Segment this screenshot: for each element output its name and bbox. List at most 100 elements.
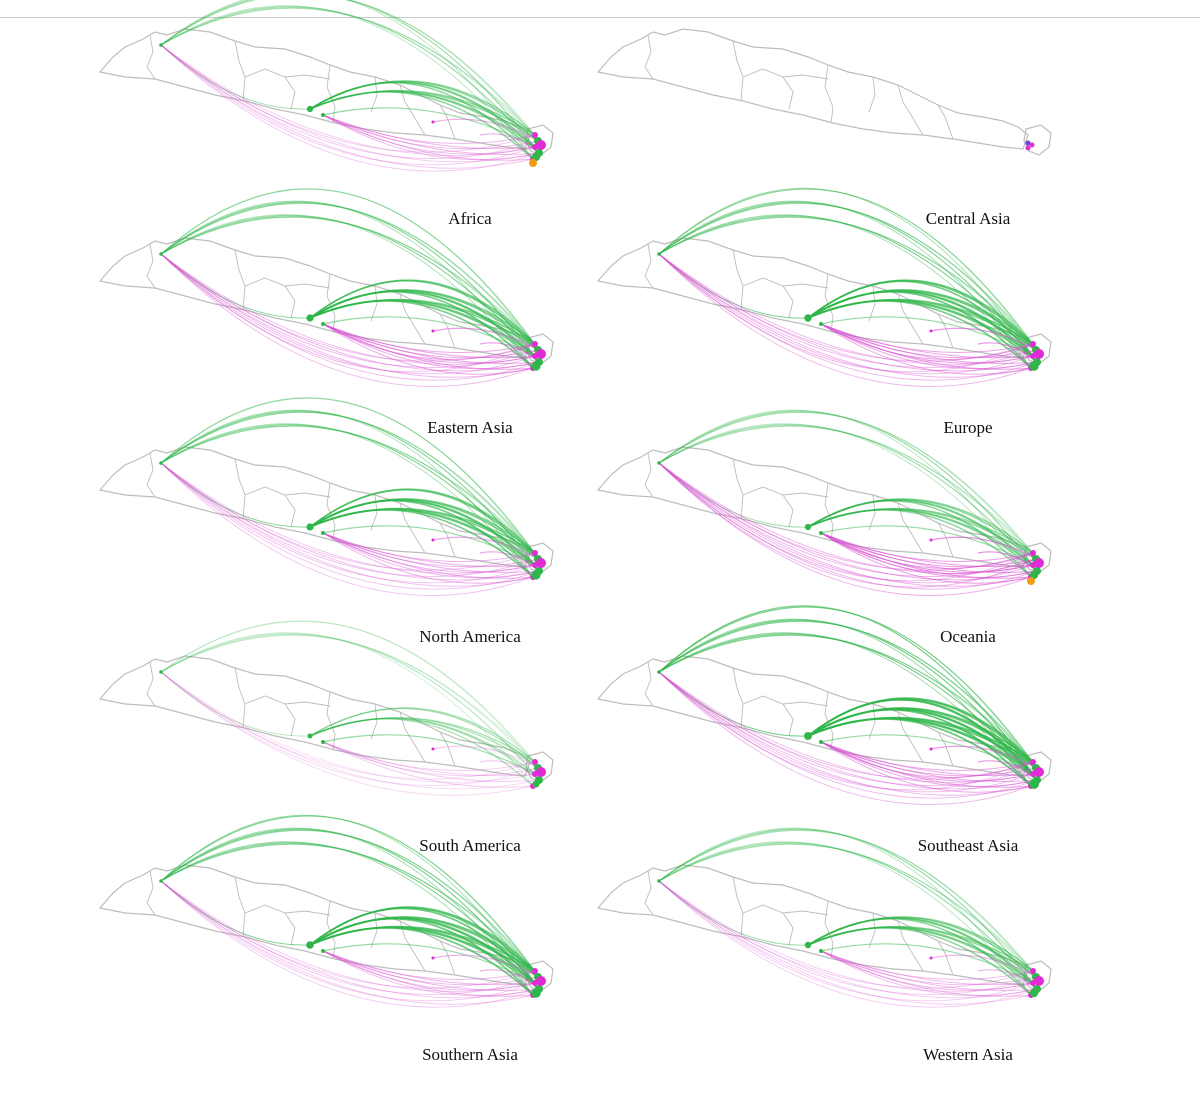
green-arc <box>160 815 539 978</box>
green-arc <box>309 718 540 781</box>
province-border <box>732 40 744 102</box>
province-border <box>234 458 246 520</box>
pink-arc <box>930 954 1037 978</box>
panel-oceania: Oceania <box>593 409 1093 646</box>
green-arc <box>160 815 536 972</box>
green-arc <box>658 425 1034 554</box>
green-arc <box>160 216 539 351</box>
green-arc <box>658 410 1038 572</box>
network-node <box>1034 767 1044 777</box>
green-arc <box>160 397 539 560</box>
green-arc <box>160 397 536 554</box>
province-border <box>284 285 296 319</box>
network-node <box>531 361 541 371</box>
pink-arc <box>322 741 536 777</box>
network-node <box>1025 145 1031 151</box>
green-arc <box>658 424 1038 572</box>
network-node <box>1025 140 1031 146</box>
pink-arc <box>160 44 536 153</box>
province-border <box>146 34 156 80</box>
green-arc <box>309 707 536 763</box>
pink-arc <box>820 950 1038 997</box>
network-node <box>536 976 546 986</box>
pink-arc <box>322 114 539 150</box>
network-node <box>159 670 163 674</box>
pink-arc <box>658 253 1034 373</box>
green-arc <box>160 620 539 769</box>
green-arc <box>160 0 539 142</box>
province-border <box>234 667 246 729</box>
green-arc <box>160 6 536 148</box>
network-node <box>536 558 546 568</box>
pink-arc <box>322 114 540 161</box>
green-arc <box>807 500 1032 578</box>
green-arc <box>322 943 536 984</box>
network-node <box>529 159 537 167</box>
province-border <box>937 940 954 976</box>
pink-arc <box>160 462 534 596</box>
pink-arc <box>658 671 1038 790</box>
pink-arc <box>820 532 1038 573</box>
green-arc <box>160 201 536 357</box>
province-border <box>370 703 378 740</box>
network-node <box>1029 361 1039 371</box>
map-network <box>98 620 554 796</box>
panel-caption: Europe <box>943 418 993 437</box>
pink-arc <box>658 253 1032 387</box>
pink-arc <box>432 118 539 142</box>
green-arc <box>658 828 1034 984</box>
pink-arc <box>820 741 1037 777</box>
pink-arc <box>322 323 534 375</box>
network-node <box>532 341 538 347</box>
map-network <box>98 0 554 172</box>
pink-arc <box>322 532 539 568</box>
province-border <box>244 277 331 289</box>
map-network <box>596 605 1052 805</box>
province-border <box>644 452 654 498</box>
green-arc <box>658 425 1037 560</box>
network-node <box>1030 759 1036 765</box>
network-node <box>657 461 661 465</box>
province-border <box>439 104 456 140</box>
panel-caption: Southern Asia <box>422 1045 518 1064</box>
green-arc <box>322 107 536 148</box>
pink-arc <box>160 253 540 381</box>
pink-arc <box>322 741 540 782</box>
green-arc <box>160 6 540 154</box>
network-node <box>431 747 435 751</box>
network-node <box>159 252 163 256</box>
green-arc <box>309 489 539 560</box>
pink-arc <box>160 253 534 378</box>
pink-arc <box>160 44 536 156</box>
province-border <box>868 76 876 113</box>
network-node <box>804 732 812 740</box>
map-network <box>596 409 1052 596</box>
green-arc <box>160 880 311 946</box>
green-arc <box>160 0 536 148</box>
province-border <box>234 249 246 311</box>
network-node <box>532 780 540 788</box>
pink-arc <box>658 671 1034 791</box>
network-node <box>819 740 823 744</box>
green-arc <box>160 44 311 110</box>
province-border <box>284 912 296 946</box>
province-border <box>284 703 296 737</box>
pink-arc <box>930 327 1037 351</box>
panel-north-america: North America <box>95 397 595 646</box>
panel-caption: Southeast Asia <box>917 836 1019 855</box>
network-node <box>321 740 325 744</box>
panel-caption: Africa <box>448 209 492 228</box>
green-arc <box>658 842 1034 984</box>
green-arc <box>322 525 536 566</box>
pink-arc <box>432 954 539 978</box>
province-border <box>284 76 296 110</box>
green-arc <box>309 280 539 351</box>
green-arc <box>160 829 536 972</box>
map-network <box>596 28 1052 156</box>
pink-arc <box>160 44 540 172</box>
pink-arc <box>322 950 536 980</box>
network-node <box>819 322 823 326</box>
network-node <box>159 879 163 883</box>
pink-arc <box>160 880 536 989</box>
network-node <box>1029 988 1039 998</box>
